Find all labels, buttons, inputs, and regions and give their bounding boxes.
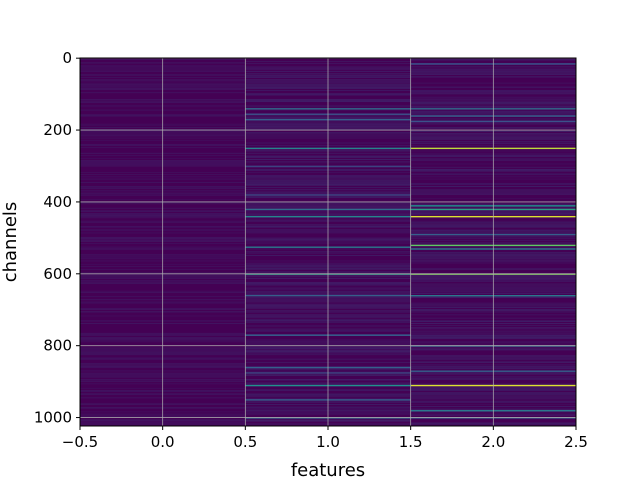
x-axis-ticks: −0.5 0.0 0.5 1.0 1.5 2.0 2.5 bbox=[62, 426, 588, 451]
y-tick-label: 600 bbox=[43, 265, 72, 283]
y-tick-label: 800 bbox=[43, 337, 72, 355]
y-tick-label: 200 bbox=[43, 121, 72, 139]
x-axis-label: features bbox=[291, 460, 365, 480]
x-tick-label: 0.0 bbox=[151, 433, 175, 451]
y-axis-label: channels bbox=[0, 202, 21, 283]
x-tick-label: 2.0 bbox=[481, 433, 505, 451]
y-tick-label: 400 bbox=[43, 193, 72, 211]
y-tick-label: 1000 bbox=[34, 409, 72, 427]
y-axis-ticks: 0 200 400 600 800 1000 bbox=[34, 49, 80, 427]
x-tick-label: 1.5 bbox=[399, 433, 423, 451]
x-tick-label: 0.5 bbox=[233, 433, 257, 451]
x-tick-label: 1.0 bbox=[316, 433, 340, 451]
y-tick-label: 0 bbox=[62, 49, 72, 67]
x-tick-label: −0.5 bbox=[62, 433, 98, 451]
x-tick-label: 2.5 bbox=[564, 433, 588, 451]
